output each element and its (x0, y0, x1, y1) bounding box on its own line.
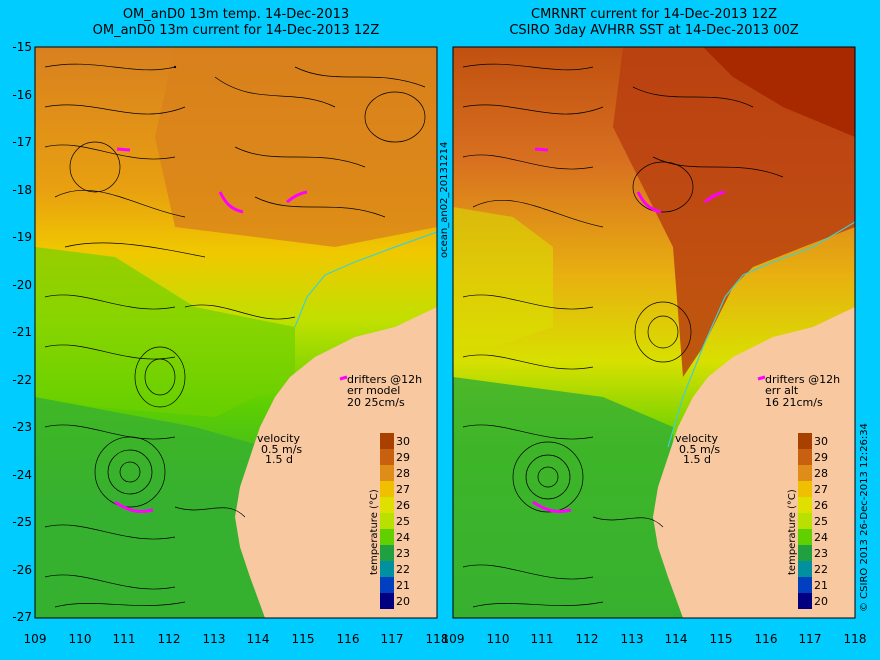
colorbar-tick: 25 (396, 515, 410, 528)
copyright-label: © CSIRO 2013 26-Dec-2013 12:26:34 (859, 423, 870, 612)
x-tick: 113 (203, 632, 226, 646)
x-tick: 113 (621, 632, 644, 646)
copyright-svg: © CSIRO 2013 26-Dec-2013 12:26:34 (859, 423, 870, 612)
x-tick: 110 (69, 632, 92, 646)
x-tick: 116 (755, 632, 778, 646)
colorbar-tick: 21 (814, 579, 828, 592)
left-map: drifters @12h err model 20 25cm/s veloci… (12, 40, 449, 646)
left-title-line2: OM_anD0 13m current for 14-Dec-2013 12Z (92, 23, 380, 38)
x-tick: 117 (381, 632, 404, 646)
x-tick: 115 (292, 632, 315, 646)
colorbar-tick: 26 (814, 499, 828, 512)
x-tick: 114 (665, 632, 688, 646)
colorbar-tick: 27 (396, 483, 410, 496)
colorbar-tick: 20 (814, 595, 828, 608)
left-err-label: err model (347, 384, 400, 397)
left-warm-region (155, 47, 437, 247)
x-tick: 112 (158, 632, 181, 646)
y-tick: -19 (12, 230, 32, 244)
colorbar-tick: 29 (396, 451, 410, 464)
right-colorbar: 30 29 28 27 26 25 24 23 22 21 20 tempera… (787, 433, 828, 609)
left-err-values: 20 25cm/s (347, 396, 405, 409)
colorbar-label: temperature (°C) (369, 489, 380, 575)
y-tick: -25 (12, 515, 32, 529)
left-x-axis: 109 110 111 112 113 114 115 116 117 118 (24, 632, 449, 646)
left-velocity-value: 0.5 m/s (261, 443, 302, 456)
side-label-svg: ocean_an02_20131214 (439, 142, 450, 258)
right-streamlines (462, 63, 784, 608)
x-tick: 110 (487, 632, 510, 646)
colorbar-tick: 20 (396, 595, 410, 608)
x-tick: 118 (844, 632, 867, 646)
colorbar-tick: 25 (814, 515, 828, 528)
colorbar-tick: 26 (396, 499, 410, 512)
x-tick: 117 (799, 632, 822, 646)
right-map: drifters @12h err alt 16 21cm/s velocity… (442, 46, 867, 646)
colorbar-tick: 29 (814, 451, 828, 464)
x-tick: 111 (531, 632, 554, 646)
colorbar-tick: 24 (396, 531, 410, 544)
x-tick: 114 (247, 632, 270, 646)
x-tick: 116 (337, 632, 360, 646)
colorbar-label: temperature (°C) (787, 489, 798, 575)
y-tick: -23 (12, 420, 32, 434)
y-tick: -22 (12, 373, 32, 387)
colorbar-swatches (380, 433, 394, 609)
right-velocity-label: velocity (675, 432, 718, 445)
right-title-line1: CMRNRT current for 14-Dec-2013 12Z (531, 7, 777, 22)
colorbar-tick: 21 (396, 579, 410, 592)
x-tick: 111 (113, 632, 136, 646)
left-drifters (114, 147, 308, 513)
run-label: ocean_an02_20131214 (439, 142, 450, 258)
right-title-line2: CSIRO 3day AVHRR SST at 14-Dec-2013 00Z (509, 23, 799, 38)
right-err-label: err alt (765, 384, 799, 397)
colorbar-tick: 30 (396, 435, 410, 448)
y-tick: -24 (12, 468, 32, 482)
right-drifters (532, 147, 726, 513)
left-y-axis: -15 -16 -17 -18 -19 -20 -21 -22 -23 -24 … (12, 40, 32, 624)
left-colorbar: 30 29 28 27 26 25 24 23 22 21 20 tempera… (369, 433, 410, 609)
colorbar-tick: 23 (814, 547, 828, 560)
right-velocity-value: 0.5 m/s (679, 443, 720, 456)
y-tick: -21 (12, 325, 32, 339)
y-tick: -26 (12, 563, 32, 577)
y-tick: -20 (12, 278, 32, 292)
x-tick: 112 (576, 632, 599, 646)
x-tick: 118 (426, 632, 449, 646)
colorbar-tick: 23 (396, 547, 410, 560)
x-tick: 109 (442, 632, 465, 646)
colorbar-tick: 22 (814, 563, 828, 576)
colorbar-tick: 28 (396, 467, 410, 480)
y-tick: -27 (12, 610, 32, 624)
right-drifters-label: drifters @12h (765, 373, 840, 386)
y-tick: -15 (12, 40, 32, 54)
right-hot-region (613, 47, 855, 377)
left-streamlines (44, 63, 426, 608)
right-err-values: 16 21cm/s (765, 396, 823, 409)
colorbar-tick: 30 (814, 435, 828, 448)
left-velocity-label: velocity (257, 432, 300, 445)
left-drifters-label: drifters @12h (347, 373, 422, 386)
y-tick: -16 (12, 88, 32, 102)
right-x-axis: 109 110 111 112 113 114 115 116 117 118 (442, 632, 867, 646)
y-tick: -18 (12, 183, 32, 197)
colorbar-tick: 27 (814, 483, 828, 496)
colorbar-tick: 22 (396, 563, 410, 576)
right-velocity-time: 1.5 d (683, 453, 711, 466)
colorbar-tick: 28 (814, 467, 828, 480)
x-tick: 109 (24, 632, 47, 646)
y-tick: -17 (12, 135, 32, 149)
left-velocity-time: 1.5 d (265, 453, 293, 466)
left-title-line1: OM_anD0 13m temp. 14-Dec-2013 (122, 7, 350, 22)
x-tick: 115 (710, 632, 733, 646)
colorbar-tick: 24 (814, 531, 828, 544)
